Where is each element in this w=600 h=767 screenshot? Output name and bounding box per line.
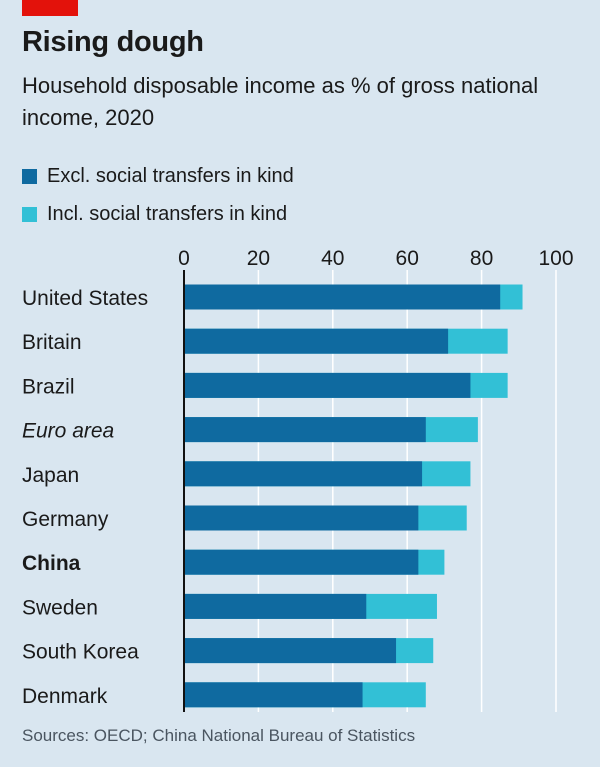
legend-label-excl: Excl. social transfers in kind <box>47 164 294 187</box>
chart-title: Rising dough <box>22 26 204 58</box>
legend-swatch-incl <box>22 206 37 222</box>
legend-item-incl: Incl. social transfers in kind <box>22 195 294 233</box>
legend-label-incl: Incl. social transfers in kind <box>47 202 288 225</box>
x-tick-label-0: 0 <box>178 247 190 270</box>
category-label-euro-area: Euro area <box>22 420 114 443</box>
bar-excl-sweden <box>184 593 367 619</box>
category-label-britain: Britain <box>22 331 82 354</box>
category-label-china: China <box>22 552 81 575</box>
category-label-sweden: Sweden <box>22 596 98 619</box>
bar-excl-japan <box>184 461 423 487</box>
legend: Excl. social transfers in kind Incl. soc… <box>22 157 294 233</box>
bar-excl-china <box>184 549 419 575</box>
category-label-denmark: Denmark <box>22 685 108 708</box>
category-label-japan: Japan <box>22 464 79 487</box>
x-tick-label-60: 60 <box>396 247 419 270</box>
category-label-brazil: Brazil <box>22 375 75 398</box>
bar-excl-euro-area <box>184 417 426 443</box>
bar-excl-denmark <box>184 682 363 708</box>
category-label-germany: Germany <box>22 508 109 531</box>
chart-subtitle: Household disposable income as % of gros… <box>22 73 539 130</box>
x-tick-label-40: 40 <box>321 247 344 270</box>
legend-item-excl: Excl. social transfers in kind <box>22 157 294 195</box>
legend-swatch-excl <box>22 168 37 184</box>
brand-tag <box>22 0 78 16</box>
source-note: Sources: OECD; China National Bureau of … <box>22 726 416 745</box>
bar-excl-united-states <box>184 284 501 310</box>
bar-excl-brazil <box>184 372 471 398</box>
x-tick-label-20: 20 <box>247 247 270 270</box>
bar-excl-germany <box>184 505 419 531</box>
x-tick-label-100: 100 <box>538 247 573 270</box>
x-tick-label-80: 80 <box>470 247 493 270</box>
category-label-united-states: United States <box>22 287 148 310</box>
bar-excl-south-korea <box>184 638 397 664</box>
bar-excl-britain <box>184 328 449 354</box>
category-label-south-korea: South Korea <box>22 641 139 664</box>
